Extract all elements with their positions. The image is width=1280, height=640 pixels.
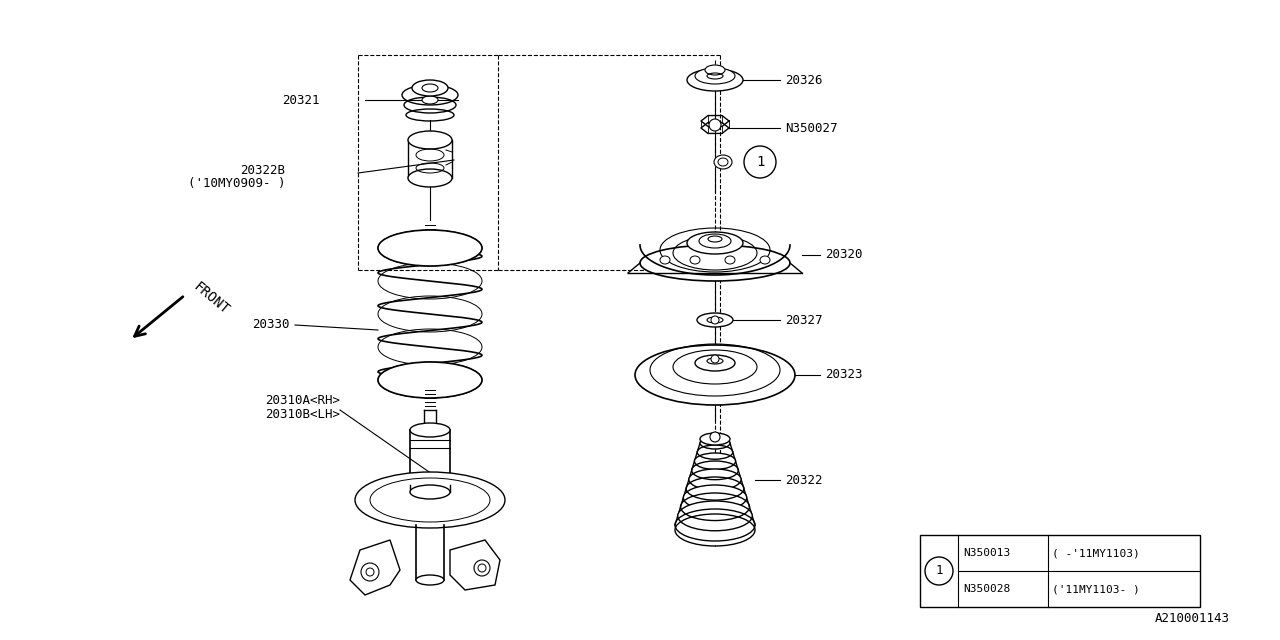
Ellipse shape: [422, 96, 438, 104]
Ellipse shape: [724, 256, 735, 264]
Circle shape: [474, 560, 490, 576]
Ellipse shape: [698, 313, 733, 327]
Ellipse shape: [408, 131, 452, 149]
Text: 20323: 20323: [826, 369, 863, 381]
Polygon shape: [349, 540, 399, 595]
Ellipse shape: [410, 485, 451, 499]
Text: FRONT: FRONT: [189, 279, 232, 317]
Ellipse shape: [416, 575, 444, 585]
Ellipse shape: [684, 485, 746, 510]
Ellipse shape: [695, 68, 735, 84]
Ellipse shape: [705, 65, 724, 75]
Text: 1: 1: [936, 564, 943, 577]
Ellipse shape: [689, 469, 741, 490]
Ellipse shape: [355, 472, 506, 528]
Circle shape: [361, 563, 379, 581]
Ellipse shape: [378, 230, 483, 266]
Circle shape: [925, 557, 954, 585]
Ellipse shape: [714, 155, 732, 169]
Ellipse shape: [760, 256, 771, 264]
Text: 20327: 20327: [785, 314, 823, 326]
Ellipse shape: [695, 453, 736, 470]
Circle shape: [744, 146, 776, 178]
Text: 20322B: 20322B: [241, 163, 285, 177]
Text: 1: 1: [755, 155, 764, 169]
Text: N350028: N350028: [963, 584, 1010, 594]
Ellipse shape: [678, 501, 753, 531]
Ellipse shape: [695, 355, 735, 371]
Text: 20320: 20320: [826, 248, 863, 262]
Ellipse shape: [412, 80, 448, 96]
Text: 20326: 20326: [785, 74, 823, 86]
Ellipse shape: [687, 69, 742, 91]
Ellipse shape: [700, 437, 730, 449]
Polygon shape: [920, 535, 1201, 607]
Circle shape: [710, 316, 719, 324]
Ellipse shape: [378, 362, 483, 398]
Ellipse shape: [410, 423, 451, 437]
Text: A210001143: A210001143: [1155, 612, 1230, 625]
Text: 20321: 20321: [283, 93, 320, 106]
Text: N350013: N350013: [963, 548, 1010, 558]
Ellipse shape: [408, 169, 452, 187]
Polygon shape: [451, 540, 500, 590]
Text: 20330: 20330: [252, 319, 291, 332]
Ellipse shape: [687, 232, 742, 254]
Text: ( -'11MY1103): ( -'11MY1103): [1052, 548, 1139, 558]
Circle shape: [710, 355, 719, 363]
Ellipse shape: [708, 236, 722, 242]
Text: ('11MY1103- ): ('11MY1103- ): [1052, 584, 1139, 594]
Text: ('10MY0909- ): ('10MY0909- ): [187, 177, 285, 189]
Text: N350027: N350027: [785, 122, 837, 134]
Text: 20310B<LH>: 20310B<LH>: [265, 408, 340, 422]
Ellipse shape: [640, 245, 790, 281]
Text: 20310A<RH>: 20310A<RH>: [265, 394, 340, 406]
Ellipse shape: [635, 345, 795, 405]
Text: 20322: 20322: [785, 474, 823, 486]
Circle shape: [709, 119, 721, 131]
Ellipse shape: [690, 256, 700, 264]
Circle shape: [710, 432, 719, 442]
Ellipse shape: [660, 256, 669, 264]
Ellipse shape: [700, 433, 730, 445]
